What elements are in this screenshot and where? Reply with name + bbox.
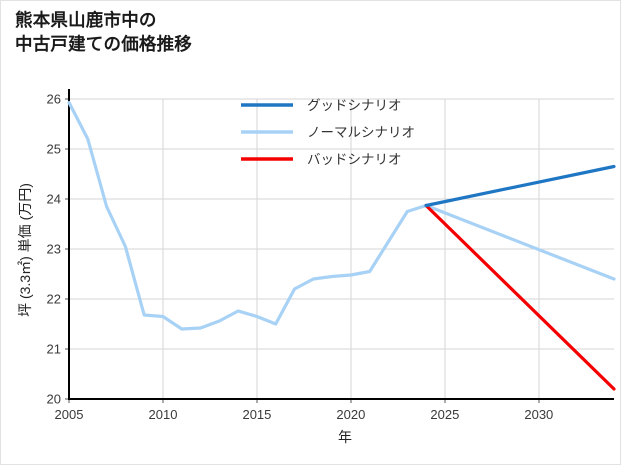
x-tick-label: 2025 [430,407,459,422]
y-tick-label: 24 [47,192,61,207]
y-axis-tick-labels: 20 21 22 23 24 25 26 [47,92,61,407]
y-axis-title: 坪 (3.3㎡) 単価 (万円) [17,183,33,317]
x-axis-title: 年 [338,429,352,445]
x-axis-tick-labels: 2005 2010 2015 2020 2025 2030 [55,407,554,422]
x-tick-label: 2010 [149,407,178,422]
y-tick-label: 22 [47,292,61,307]
y-tick-label: 20 [47,392,61,407]
y-tick-label: 25 [47,142,61,157]
series-line-normal [67,100,616,331]
y-tick-label: 26 [47,92,61,107]
legend-label-1: ノーマルシナリオ [307,125,415,140]
chart-title: 熊本県山鹿市中の 中古戸建ての価格推移 [15,10,192,54]
x-tick-label: 2030 [524,407,553,422]
legend-label-0: グッドシナリオ [307,98,402,113]
data-series-group [67,100,616,391]
axis-spines [67,89,614,401]
series-line-good [424,164,616,208]
x-tick-label: 2015 [242,407,271,422]
tickmarks-group [65,98,540,403]
y-tick-label: 23 [47,242,61,257]
series-line-bad [424,203,616,391]
legend-label-2: バッドシナリオ [307,152,402,167]
gridlines-group [68,98,614,400]
y-tick-label: 21 [47,342,61,357]
x-tick-label: 2005 [55,407,84,422]
x-tick-label: 2020 [336,407,365,422]
